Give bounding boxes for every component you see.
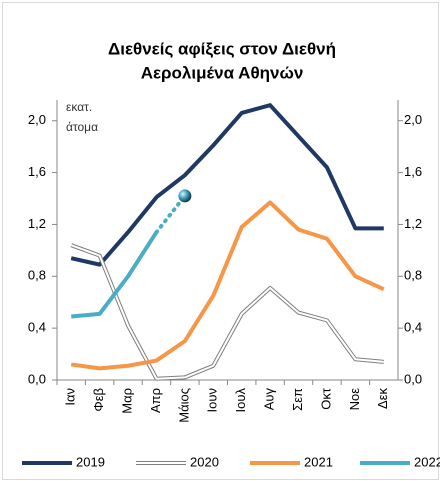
x-tick-label: Φεβ — [91, 388, 106, 412]
x-tick-label: Νοε — [347, 388, 362, 411]
line-series-inner — [70, 244, 384, 380]
y2-tick-label: 0,8 — [404, 268, 422, 283]
y2-tick-label: 1,6 — [404, 164, 422, 179]
x-tick-label: Ιουν — [205, 388, 220, 412]
y-tick-label: 0,0 — [28, 371, 46, 386]
line-series-dotted — [154, 193, 187, 235]
chart-title: Διεθνείς αφίξεις στον Διεθνή — [108, 39, 336, 58]
legend-label: 2022 — [414, 454, 440, 469]
y2-tick-label: 2,0 — [404, 112, 422, 127]
y2-tick-label: 0,0 — [404, 371, 422, 386]
legend-label: 2021 — [304, 454, 333, 469]
legend-label: 2019 — [76, 454, 105, 469]
x-tick-label: Αυγ — [262, 388, 277, 411]
line-series — [70, 200, 385, 371]
y-tick-label: 0,8 — [28, 268, 46, 283]
y-tick-label: 0,4 — [28, 320, 46, 335]
line-series — [70, 103, 384, 267]
x-tick-label: Ιουλ — [233, 388, 248, 413]
x-tick-label: Μάιος — [176, 388, 191, 423]
line-series — [71, 231, 159, 319]
y-tick-label: 2,0 — [28, 112, 46, 127]
y-tick-label: 1,2 — [28, 216, 46, 231]
end-marker — [178, 189, 192, 203]
x-tick-label: Οκτ — [318, 387, 333, 410]
x-tick-label: Δεκ — [375, 388, 390, 409]
chart-title: Αερολιμένα Αθηνών — [141, 63, 304, 82]
legend-label: 2020 — [190, 454, 219, 469]
axis-unit: εκατ. — [66, 100, 92, 114]
y-tick-label: 1,6 — [28, 164, 46, 179]
axis-unit: άτομα — [66, 120, 98, 134]
x-tick-label: Ιαν — [63, 388, 78, 406]
x-tick-label: Μαρ — [119, 388, 134, 414]
x-tick-label: Σεπ — [290, 388, 305, 411]
x-tick-label: Απρ — [148, 388, 163, 413]
y2-tick-label: 1,2 — [404, 216, 422, 231]
y2-tick-label: 0,4 — [404, 320, 422, 335]
